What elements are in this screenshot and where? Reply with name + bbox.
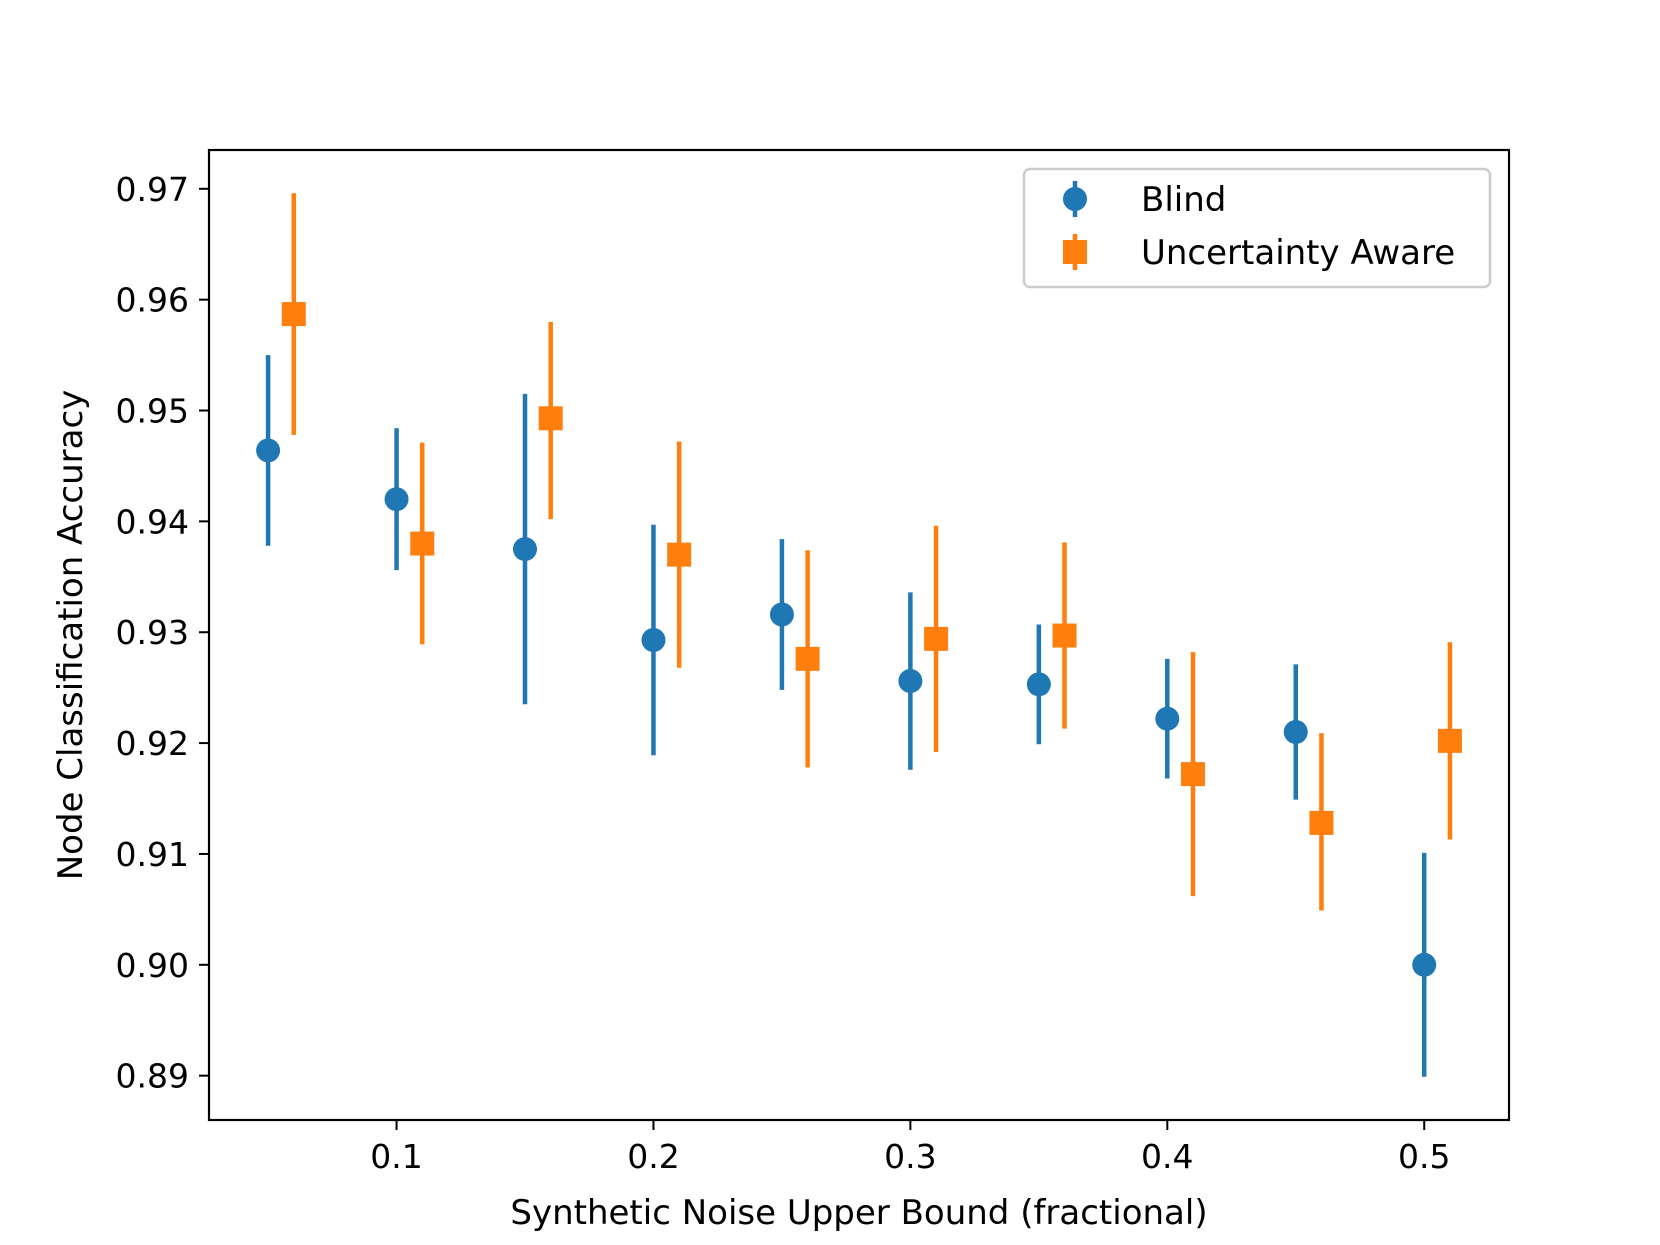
data-point <box>769 602 794 627</box>
data-point <box>281 302 306 327</box>
data-point <box>1283 720 1308 744</box>
y-tick-label: 0.95 <box>116 392 189 431</box>
legend-label-blind: Blind <box>1141 180 1226 220</box>
legend-marker-uncertainty-aware <box>1063 234 1087 270</box>
x-axis-label: Synthetic Noise Upper Bound (fractional) <box>510 1193 1207 1233</box>
data-point <box>1180 762 1205 787</box>
y-tick-label: 0.94 <box>116 502 189 541</box>
data-series <box>256 193 1462 1077</box>
legend-marker-blind <box>1063 181 1087 217</box>
plot-area-frame <box>207 148 1511 1122</box>
legend-frame <box>1022 167 1492 289</box>
legend: Blind Uncertainty Aware <box>1022 167 1492 289</box>
x-tick-label: 0.1 <box>370 1137 422 1176</box>
data-point <box>1026 672 1051 697</box>
data-point <box>1437 728 1462 753</box>
data-point <box>795 646 820 671</box>
data-point <box>924 626 949 651</box>
data-point <box>898 669 923 694</box>
data-point <box>384 487 409 512</box>
series-uncertainty-aware <box>281 193 1462 911</box>
y-tick-label: 0.89 <box>116 1057 189 1096</box>
data-point <box>1309 810 1334 835</box>
y-tick-label: 0.91 <box>116 835 189 874</box>
x-tick-label: 0.4 <box>1141 1137 1193 1176</box>
y-tick-label: 0.90 <box>116 946 189 985</box>
data-point <box>538 406 563 431</box>
data-point <box>641 627 666 652</box>
data-point <box>256 438 281 463</box>
legend-point <box>1063 187 1087 211</box>
legend-point <box>1063 240 1087 264</box>
series-blind <box>256 355 1437 1077</box>
data-point <box>1412 952 1437 977</box>
data-point <box>1052 623 1077 648</box>
x-tick-label: 0.5 <box>1398 1137 1450 1176</box>
y-tick-label: 0.97 <box>116 170 189 209</box>
axis-ticks: 0.1 0.2 0.3 0.4 0.5 0.89 0.90 0.91 0.92 0.93 0.94 0… <box>116 170 1451 1176</box>
data-point <box>1155 706 1180 731</box>
data-point <box>410 531 435 556</box>
data-point <box>667 542 692 567</box>
x-tick-label: 0.3 <box>884 1137 936 1176</box>
y-tick-label: 0.92 <box>116 724 189 763</box>
y-axis-label: Node Classification Accuracy <box>51 390 91 881</box>
data-point <box>513 537 538 562</box>
x-tick-label: 0.2 <box>627 1137 679 1176</box>
y-tick-label: 0.93 <box>116 613 189 652</box>
legend-label-uncertainty-aware: Uncertainty Aware <box>1141 233 1455 273</box>
y-tick-label: 0.96 <box>116 281 189 320</box>
